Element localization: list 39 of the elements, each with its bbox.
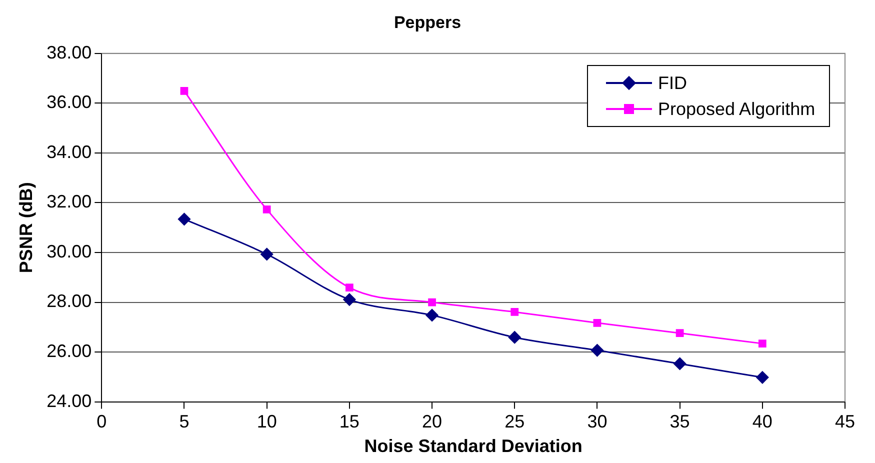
y-tick-label: 38.00 bbox=[46, 42, 92, 62]
point bbox=[178, 212, 190, 226]
x-tick-label: 40 bbox=[752, 412, 772, 432]
y-tick-label: 30.00 bbox=[46, 241, 92, 262]
point bbox=[676, 329, 684, 338]
point bbox=[590, 344, 604, 357]
y-tick-label: 32.00 bbox=[46, 192, 92, 212]
x-tick-label: 45 bbox=[834, 412, 856, 432]
y-tick-label: 24.00 bbox=[46, 390, 92, 411]
x-axis-title: Noise Standard Deviation bbox=[364, 436, 582, 456]
legend-label: Proposed Algorithm bbox=[658, 98, 816, 120]
x-tick-label: 35 bbox=[670, 412, 690, 432]
x-tick-label: 15 bbox=[339, 412, 360, 432]
point bbox=[260, 248, 274, 260]
y-tick-label: 36.00 bbox=[46, 92, 92, 112]
point bbox=[510, 308, 519, 316]
legend-label: FID bbox=[658, 72, 687, 94]
point bbox=[674, 357, 686, 370]
point bbox=[758, 340, 766, 348]
x-tick-label: 10 bbox=[256, 412, 277, 432]
y-tick-label: 26.00 bbox=[46, 340, 92, 361]
point bbox=[593, 318, 602, 327]
x-tick-label: 0 bbox=[96, 412, 107, 432]
point bbox=[180, 87, 188, 95]
point bbox=[346, 284, 354, 292]
point bbox=[428, 298, 436, 306]
y-axis-title: PSNR (dB) bbox=[16, 182, 36, 274]
y-tick-label: 34.00 bbox=[46, 142, 92, 162]
chart-title: Peppers bbox=[394, 12, 462, 32]
x-tick-label: 30 bbox=[587, 412, 608, 432]
x-tick-label: 25 bbox=[504, 412, 525, 432]
x-tick-label: 5 bbox=[179, 412, 190, 432]
point bbox=[508, 331, 521, 344]
point bbox=[756, 371, 769, 384]
y-tick-label: 28.00 bbox=[46, 291, 92, 312]
x-tick-label: 20 bbox=[422, 412, 442, 432]
point bbox=[426, 308, 438, 322]
point bbox=[343, 293, 356, 306]
point bbox=[262, 206, 271, 214]
